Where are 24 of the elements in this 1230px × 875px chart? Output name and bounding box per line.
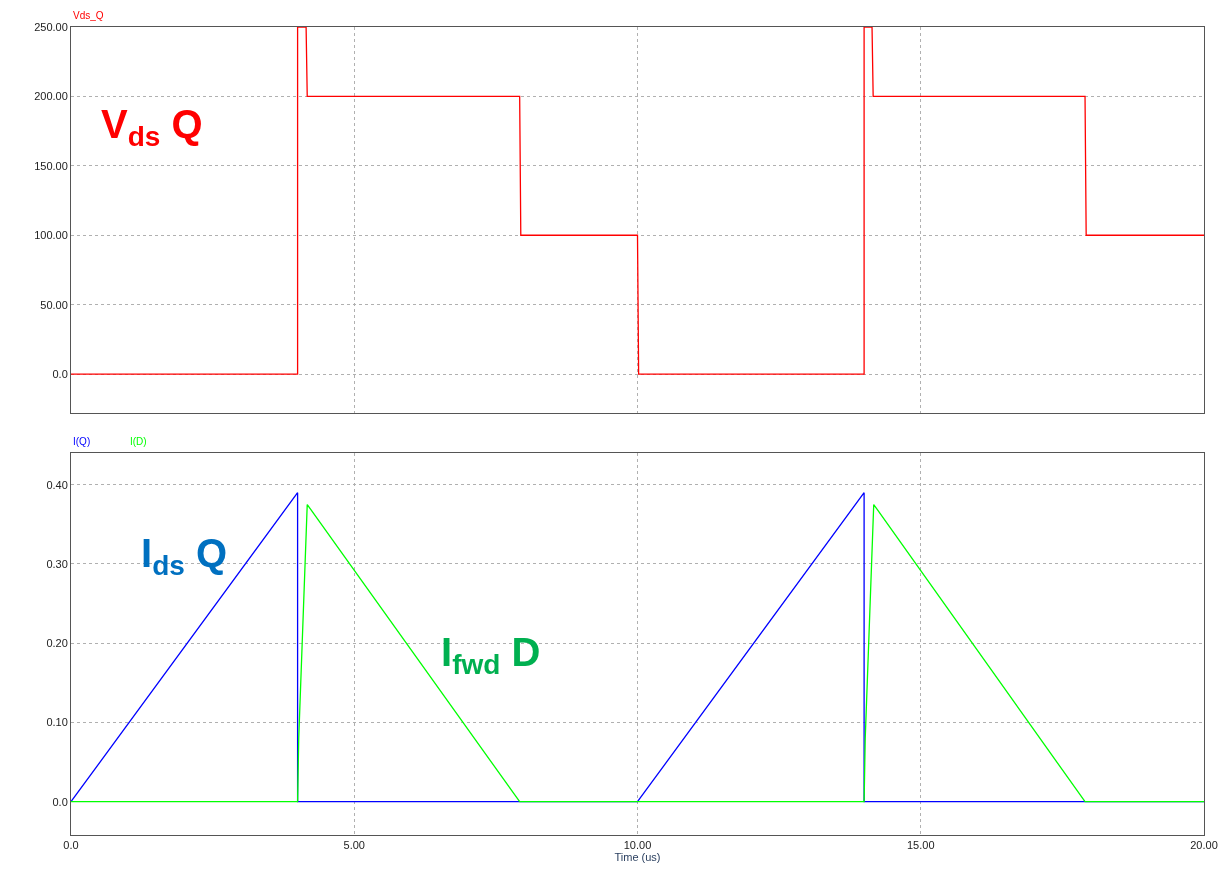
y-tick-label: 100.00 (34, 229, 68, 242)
x-tick-label: 0.0 (63, 839, 79, 852)
y-tick-label: 200.00 (34, 90, 68, 103)
x-axis-title: Time (us) (614, 851, 661, 864)
x-tick-label: 20.00 (1190, 839, 1218, 852)
y-tick-label: 0.20 (46, 637, 68, 650)
text: I(Q) (73, 436, 91, 447)
y-tick-label: 250.00 (34, 20, 68, 33)
y-tick-label: 50.00 (40, 298, 68, 311)
x-tick-label: 15.00 (906, 839, 935, 852)
annotation: I$_{fwd}$ D (441, 630, 541, 681)
annotation: V$_{ds}$ Q (101, 102, 203, 153)
y-tick-label: 0.0 (52, 795, 68, 808)
x-tick-label: 10.00 (623, 839, 652, 852)
y-tick-label: 0.0 (52, 367, 68, 380)
y-tick-label: 0.40 (46, 478, 68, 491)
text: Vds_Q (73, 10, 104, 21)
text: I(D) (130, 436, 147, 447)
y-tick-label: 0.30 (46, 557, 68, 570)
y-tick-label: 150.00 (34, 159, 68, 172)
x-tick-label: 5.00 (343, 839, 365, 852)
y-tick-label: 0.10 (46, 716, 68, 729)
line-series (71, 27, 1204, 375)
annotation: I$_{ds}$ Q (141, 531, 228, 582)
